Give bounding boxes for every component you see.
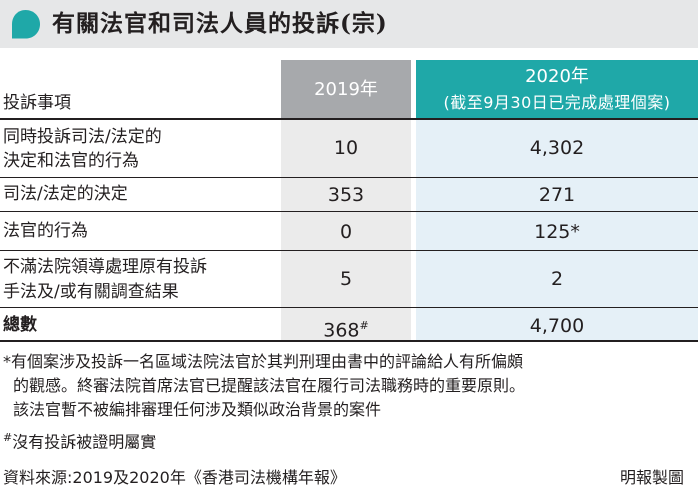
footnote-hash: #沒有投訴被證明屬實: [3, 431, 157, 452]
divider: [0, 307, 698, 308]
divider: [0, 118, 698, 120]
page-title: 有關法官和司法人員的投訴(宗): [52, 10, 388, 37]
table-cell-2019: 0: [339, 221, 353, 243]
credit: 明報製圖: [620, 468, 685, 487]
footnote-star-line: 的觀感。終審法院首席法官已提醒該法官在履行司法職務時的重要原則。: [13, 376, 526, 395]
footnote-star-line: 該法官暫不被編排審理任何涉及類似政治背景的案件: [13, 400, 382, 419]
table-cell-2020: 271: [538, 184, 576, 206]
column-header-2020: [416, 60, 698, 119]
row-label: 決定和法官的行為: [3, 151, 139, 171]
table-cell-2019: 5: [339, 268, 353, 290]
divider: [0, 211, 698, 212]
column-header-complaint-type: 投訴事項: [3, 93, 71, 113]
row-label: 同時投訴司法/法定的: [3, 127, 162, 147]
row-label: 法官的行為: [3, 221, 88, 241]
table-cell-2020: 2: [550, 268, 564, 290]
total-cell-2020: 4,700: [529, 315, 585, 337]
column-header-2019: [281, 60, 411, 119]
footnote-star-line: *有個案涉及投訴一名區域法院法官於其判刑理由書中的評論給人有所偏頗: [3, 352, 524, 371]
title-bar: 有關法官和司法人員的投訴(宗): [0, 0, 698, 48]
row-label: 司法/法定的決定: [3, 184, 128, 204]
column-header-2020-label: 2020年: [525, 66, 589, 87]
speech-bubble-icon: [12, 10, 40, 39]
column-header-2020-sublabel: (截至9月30日已完成處理個案): [443, 93, 671, 112]
table-cell-2020: 4,302: [529, 137, 585, 159]
divider: [0, 250, 698, 251]
row-label: 不滿法院領導處理原有投訴: [3, 257, 207, 277]
column-header-2019-label: 2019年: [314, 79, 378, 100]
row-label: 手法及/或有關調查結果: [3, 282, 179, 302]
total-label: 總數: [3, 315, 37, 335]
table-cell-2019: 353: [327, 184, 365, 206]
table-cell-2019: 10: [333, 137, 359, 159]
divider: [0, 177, 698, 178]
total-cell-2019: 368#: [323, 319, 369, 342]
divider: [0, 340, 698, 342]
table-cell-2020: 125*: [534, 221, 580, 243]
source-note: 資料來源:2019及2020年《香港司法機構年報》: [3, 468, 346, 487]
